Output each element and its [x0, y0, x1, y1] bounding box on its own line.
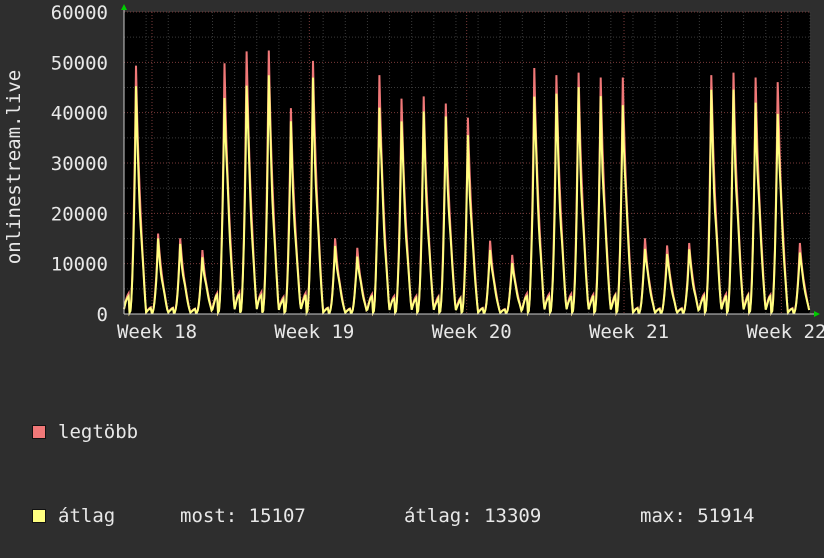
legend-swatch-max — [32, 425, 46, 439]
stat-avg: átlag: 13309 — [404, 505, 542, 527]
series-avg-line — [123, 75, 811, 317]
chart: 0 10000 20000 30000 40000 50000 60000 Week 18 We… — [3, 2, 824, 340]
y-tick-label: 0 — [97, 304, 108, 326]
legend-swatch-avg — [32, 509, 46, 523]
stat-now: most: 15107 — [180, 505, 306, 527]
y-tick-label: 10000 — [51, 254, 108, 276]
x-tick-label: Week 19 — [274, 321, 354, 340]
y-tick-label: 50000 — [51, 52, 108, 74]
stat-max: max: 51914 — [640, 505, 755, 527]
legend-item-avg: átlag most: 15107 átlag: 13309 max: 5191… — [32, 502, 754, 530]
legend-label-max: legtöbb — [58, 421, 139, 443]
x-tick-label: Week 21 — [589, 321, 669, 340]
y-tick-label: 60000 — [51, 2, 108, 24]
legend-item-max: legtöbb — [32, 418, 754, 446]
x-tick-label: Week 18 — [117, 321, 197, 340]
x-tick-label: Week 22 — [746, 321, 824, 340]
legend-label-avg: átlag — [58, 505, 116, 527]
y-axis-arrow — [121, 4, 127, 10]
x-tick-label: Week 20 — [432, 321, 512, 340]
x-axis-arrow — [814, 311, 820, 317]
y-axis-title: onlinestream.live — [3, 70, 25, 264]
legend: legtöbb átlag most: 15107 átlag: 13309 m… — [32, 362, 754, 558]
y-tick-label: 30000 — [51, 153, 108, 175]
y-tick-label: 40000 — [51, 103, 108, 125]
y-tick-label: 20000 — [51, 203, 108, 225]
